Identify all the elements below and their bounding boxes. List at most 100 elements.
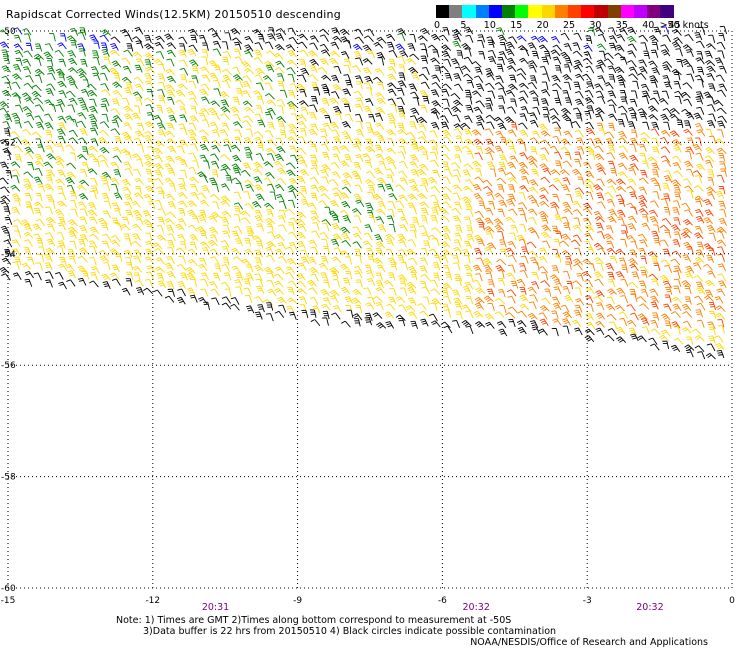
- wind-barb: [670, 344, 681, 352]
- wind-barb: [80, 58, 88, 68]
- wind-barb: [351, 65, 362, 73]
- wind-barb: [563, 222, 571, 231]
- wind-barb: [208, 107, 218, 115]
- wind-barb: [77, 120, 87, 129]
- wind-barb: [475, 100, 485, 108]
- wind-barb: [454, 273, 463, 282]
- wind-barb: [397, 80, 407, 88]
- wind-barb: [133, 209, 143, 218]
- wind-barb: [519, 152, 529, 160]
- wind-barb: [607, 65, 617, 74]
- wind-barb: [377, 224, 387, 232]
- wind-barb: [539, 163, 550, 170]
- wind-barb: [243, 191, 251, 200]
- wind-barb: [440, 241, 451, 248]
- wind-barb: [529, 90, 539, 98]
- wind-barb: [375, 272, 383, 281]
- wind-barb: [331, 214, 340, 223]
- wind-barb: [220, 240, 230, 248]
- wind-barb: [54, 155, 65, 163]
- wind-barb: [340, 97, 351, 105]
- wind-barb: [530, 146, 538, 155]
- wind-barb: [564, 151, 572, 161]
- wind-barb: [607, 215, 617, 224]
- wind-barb: [234, 205, 241, 215]
- wind-barb: [429, 194, 439, 203]
- wind-barb: [551, 327, 559, 337]
- wind-barb: [417, 116, 428, 124]
- wind-barb: [552, 193, 560, 202]
- wind-barb: [353, 161, 362, 170]
- wind-barb: [620, 239, 628, 248]
- wind-barb: [390, 261, 397, 270]
- wind-barb: [199, 209, 207, 218]
- wind-barb: [593, 271, 604, 279]
- wind-barb: [111, 278, 121, 286]
- wind-barb: [153, 248, 164, 255]
- wind-barb: [112, 90, 123, 98]
- wind-barb: [275, 32, 285, 41]
- wind-barb: [201, 74, 211, 83]
- wind-barb: [574, 129, 584, 138]
- wind-barb: [23, 246, 32, 256]
- wind-barb: [26, 206, 35, 215]
- wind-barb: [596, 192, 605, 201]
- wind-barb: [242, 100, 253, 107]
- wind-barb: [58, 281, 68, 290]
- wind-barb: [673, 37, 683, 45]
- wind-barb: [631, 271, 640, 280]
- wind-barb: [200, 241, 210, 249]
- wind-barb: [422, 95, 430, 105]
- wind-barb: [58, 72, 65, 81]
- wind-barb: [266, 107, 276, 116]
- wind-barb: [46, 139, 57, 147]
- legend-label: 45: [668, 20, 681, 31]
- wind-barb: [331, 312, 341, 320]
- wind-barb: [372, 312, 383, 319]
- wind-barb: [465, 179, 475, 187]
- wind-barb: [132, 223, 142, 231]
- legend-label: 0: [434, 20, 441, 31]
- wind-barb: [506, 289, 517, 297]
- wind-barb: [641, 326, 650, 335]
- wind-barb: [608, 208, 618, 217]
- wind-barb: [432, 169, 441, 178]
- wind-barb: [585, 65, 595, 74]
- wind-barb: [309, 112, 317, 121]
- wind-barb: [66, 75, 76, 83]
- wind-barb: [299, 59, 307, 68]
- wind-barb: [582, 207, 593, 215]
- wind-barb: [144, 160, 155, 168]
- wind-barb: [299, 304, 307, 313]
- wind-barb: [704, 289, 714, 298]
- wind-barb: [132, 265, 143, 273]
- wind-barb: [530, 35, 541, 43]
- wind-barb: [124, 34, 133, 43]
- wind-barb: [319, 34, 329, 42]
- wind-barb: [478, 200, 486, 209]
- wind-barb: [341, 320, 351, 328]
- wind-barb: [234, 279, 243, 288]
- wind-barb: [35, 153, 44, 162]
- wind-barb: [268, 27, 275, 36]
- wind-barb: [234, 136, 242, 145]
- wind-barb: [517, 207, 526, 216]
- wind-barb: [0, 186, 10, 194]
- wind-barb: [618, 145, 628, 153]
- wind-barb: [685, 151, 692, 160]
- wind-barb: [474, 247, 483, 256]
- wind-barb: [652, 312, 660, 321]
- wind-barb: [241, 90, 251, 98]
- wind-barb: [520, 255, 529, 264]
- wind-barb: [650, 200, 660, 208]
- wind-barb: [388, 161, 397, 170]
- wind-barb: [660, 146, 671, 154]
- wind-barb: [471, 90, 482, 98]
- wind-barb: [573, 217, 581, 226]
- wind-barb: [376, 36, 387, 44]
- wind-barb: [616, 34, 626, 42]
- wind-barb: [286, 258, 297, 265]
- wind-barb: [87, 89, 98, 97]
- wind-barb: [222, 257, 230, 266]
- wind-barb: [674, 90, 684, 98]
